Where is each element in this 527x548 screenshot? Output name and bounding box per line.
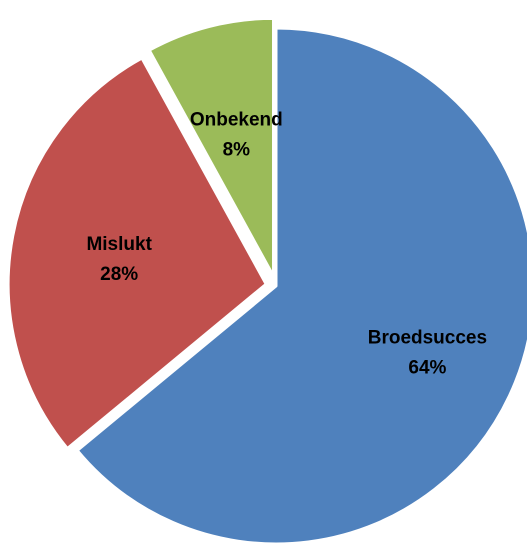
pie-slice-mislukt	[6, 56, 268, 451]
pie-label-category: Broedsucces	[368, 328, 487, 349]
pie-label-category: Onbekend	[190, 109, 283, 130]
pie-label-mislukt: Mislukt 28%	[86, 234, 152, 285]
pie-label-percent: 28%	[100, 264, 138, 285]
pie-label-percent: 8%	[223, 139, 251, 160]
pie-label-broedsucces: Broedsucces 64%	[368, 328, 487, 379]
pie-slices	[6, 16, 527, 546]
pie-slice-broedsucces	[75, 26, 527, 546]
pie-label-percent: 64%	[408, 358, 446, 379]
pie-label-onbekend: Onbekend 8%	[190, 109, 283, 160]
pie-slice-onbekend	[147, 16, 276, 278]
pie-label-category: Mislukt	[86, 234, 152, 255]
pie-labels: Broedsucces 64% Mislukt 28% Onbekend 8%	[86, 109, 487, 378]
